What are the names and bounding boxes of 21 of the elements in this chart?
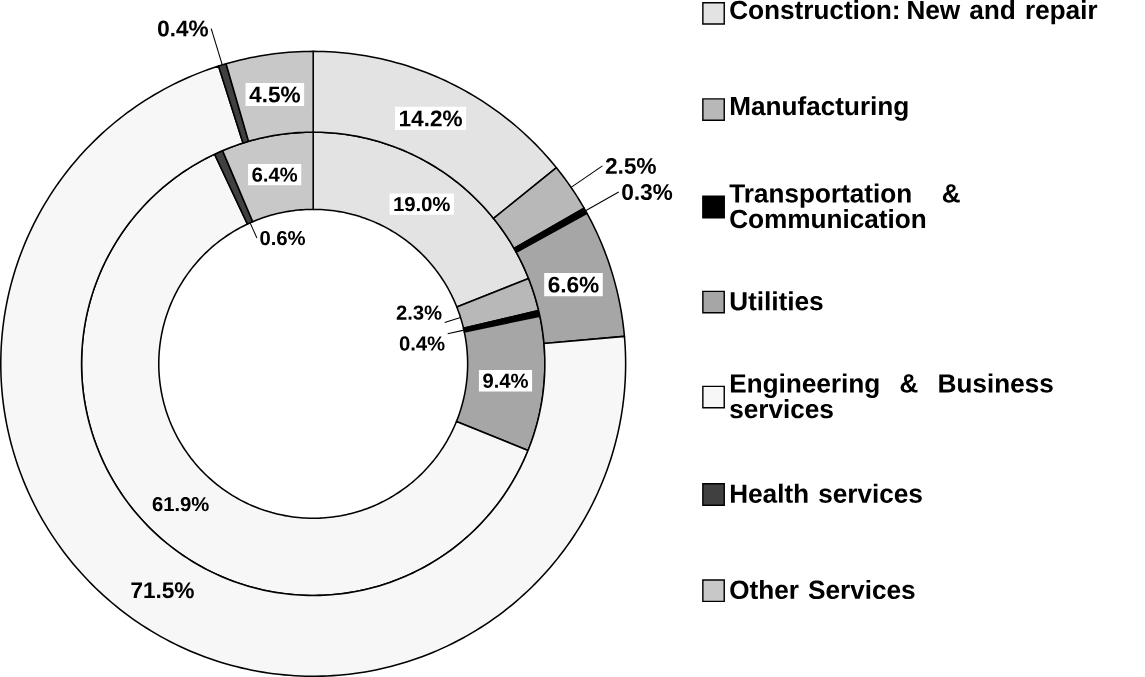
data-label: 6.6% — [548, 276, 599, 293]
legend-label: Transportation & Communication — [729, 183, 960, 229]
data-label: 0.4% — [158, 20, 208, 37]
legend-label: Manufacturing — [730, 96, 908, 121]
data-label: 2.3% — [396, 305, 442, 320]
data-label: 71.5% — [131, 582, 194, 599]
data-label: 61.9% — [152, 496, 209, 512]
data-label: 4.5% — [249, 86, 300, 103]
data-label: 2.5% — [605, 157, 656, 174]
legend-label: Other Services — [730, 579, 915, 600]
data-label: 0.3% — [622, 184, 673, 201]
data-label: 9.4% — [483, 373, 528, 388]
data-label: 14.2% — [400, 110, 462, 127]
data-label: 0.4% — [399, 336, 445, 351]
data-label: 6.4% — [252, 167, 298, 182]
legend-label: Utilities — [730, 291, 823, 311]
legend-label: Health services — [730, 483, 922, 503]
data-label: 0.6% — [260, 230, 306, 246]
legend-label: Construction: New and repair — [730, 0, 1098, 25]
legend-label: Engineering & Business services — [730, 373, 1053, 419]
data-label: 19.0% — [394, 196, 450, 212]
